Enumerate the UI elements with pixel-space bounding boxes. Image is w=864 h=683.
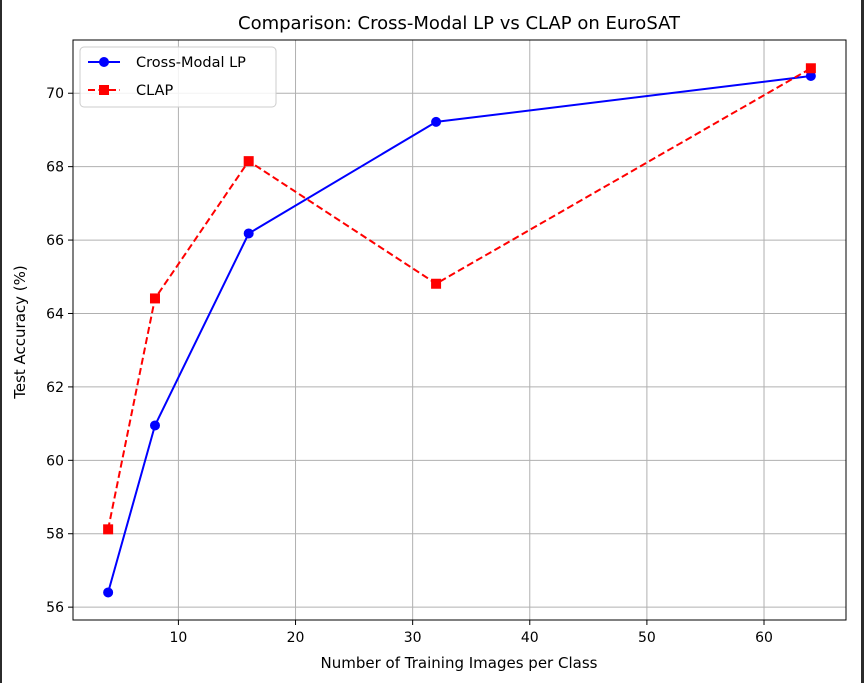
legend-box (79, 46, 277, 108)
chart-title: Comparison: Cross-Modal LP vs CLAP on Eu… (238, 13, 681, 34)
y-axis-label: Test Accuracy (%) (11, 265, 29, 400)
y-tick-label: 62 (46, 380, 64, 396)
data-point (103, 524, 114, 535)
legend-label: CLAP (136, 83, 173, 99)
x-axis-label: Number of Training Images per Class (321, 654, 598, 672)
y-tick-label: 64 (46, 306, 64, 322)
data-point (243, 228, 254, 239)
plot-area (72, 39, 847, 621)
legend-marker (99, 85, 109, 95)
series-layer (103, 63, 816, 598)
x-tick-label: 30 (404, 630, 422, 646)
y-tick-label: 60 (46, 453, 64, 469)
data-point (805, 70, 816, 81)
data-point (805, 63, 816, 74)
y-tick-label: 68 (46, 160, 64, 176)
legend-label: Cross-Modal LP (136, 55, 246, 71)
data-point (103, 587, 114, 598)
series-clap (103, 63, 816, 535)
series-line (107, 75, 812, 593)
legend-item: Cross-Modal LP (88, 55, 246, 71)
data-point (431, 116, 442, 127)
y-tick-label: 70 (46, 86, 64, 102)
legend: Cross-Modal LP CLAP (79, 46, 277, 108)
x-tick-label: 60 (755, 630, 773, 646)
data-point (149, 293, 160, 304)
data-point (243, 156, 254, 167)
y-tick-label: 56 (46, 600, 64, 616)
grid (73, 40, 846, 620)
y-tick-label: 58 (46, 527, 64, 543)
x-tick-label: 50 (638, 630, 656, 646)
x-tick-label: 40 (521, 630, 539, 646)
data-point (149, 420, 160, 431)
x-tick-label: 10 (169, 630, 187, 646)
data-point (431, 278, 442, 289)
y-tick-label: 66 (46, 233, 64, 249)
x-tick-label: 20 (287, 630, 305, 646)
legend-marker (99, 57, 109, 67)
axis-ticks: 10 20 30 40 50 60 56 58 60 62 64 66 68 70 (46, 86, 773, 646)
legend-item: CLAP (88, 83, 173, 99)
series-cross-modal-lp (103, 70, 816, 598)
